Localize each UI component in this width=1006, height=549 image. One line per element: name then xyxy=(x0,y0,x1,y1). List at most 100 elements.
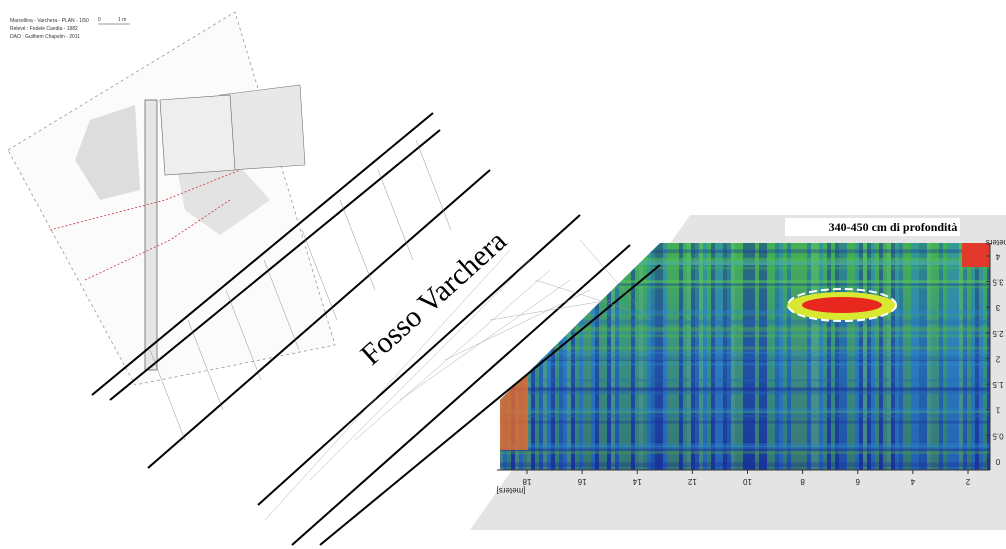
radar-stripe xyxy=(919,243,923,470)
radar-stripe xyxy=(791,243,795,470)
radar-stripe xyxy=(895,243,899,470)
hatch xyxy=(399,279,571,401)
radar-band xyxy=(500,408,990,413)
radar-stripe xyxy=(723,243,727,470)
radar-stripe xyxy=(607,243,611,470)
radar-band xyxy=(500,328,990,332)
radar-stripe xyxy=(839,243,843,470)
radar-stripe xyxy=(615,243,619,470)
radar-stripe xyxy=(815,243,819,470)
radar-stripe xyxy=(883,243,887,470)
radar-band xyxy=(500,314,990,316)
radar-band xyxy=(500,284,990,289)
site-plan: Marcellina - Varchera - PLAN - 1/50 Rele… xyxy=(7,11,336,386)
radar-stripe xyxy=(963,243,967,470)
radar-stripe xyxy=(923,243,927,470)
radar-band xyxy=(500,391,990,394)
river-bank xyxy=(147,169,491,469)
radar-stripe xyxy=(711,243,715,470)
radar-stripe xyxy=(679,243,683,470)
radar-stripe xyxy=(659,243,663,470)
radar-band xyxy=(500,392,990,395)
radar-stripe xyxy=(559,243,563,470)
x-tick-label: 12 xyxy=(687,477,696,486)
y-tick-label: 0.5 xyxy=(992,431,1004,440)
plan-title: Marcellina - Varchera - PLAN - 1/50 xyxy=(10,18,89,24)
radar-stripe xyxy=(567,243,571,470)
radar-stripe xyxy=(907,243,911,470)
river-lines xyxy=(91,112,661,546)
hatch xyxy=(489,299,611,321)
radar-stripe xyxy=(631,243,635,470)
radar-stripe xyxy=(927,243,931,470)
radar-stripe xyxy=(667,243,671,470)
radar-stripe xyxy=(983,243,987,470)
radar-stripe xyxy=(959,243,963,470)
scale-label: 1 m xyxy=(118,17,126,23)
radar-band xyxy=(500,310,990,315)
radar-band xyxy=(500,420,990,424)
radar-stripe xyxy=(635,243,639,470)
radar-stripe xyxy=(611,243,615,470)
radar-stripe xyxy=(671,243,675,470)
radar-stripe xyxy=(779,243,783,470)
hatch xyxy=(301,229,338,321)
y-tick-label: 1 xyxy=(995,406,1000,415)
radar-stripe xyxy=(879,243,883,470)
radar-stripe xyxy=(955,243,959,470)
hatch xyxy=(225,289,262,381)
radar-stripe xyxy=(535,243,539,470)
radar-stripe xyxy=(663,243,667,470)
radar-band xyxy=(500,260,990,266)
radar-stripe xyxy=(595,243,599,470)
radar-stripe xyxy=(767,243,771,470)
y-tick-label: 0 xyxy=(995,457,1000,466)
radar-stripe xyxy=(743,243,747,470)
radar-band xyxy=(500,260,990,266)
radar-stripe xyxy=(771,243,775,470)
radar-stripe xyxy=(603,243,607,470)
radar-stripe xyxy=(587,243,591,470)
x-tick-label: 18 xyxy=(522,477,531,486)
radar-stripe xyxy=(763,243,767,470)
radar-stripe xyxy=(831,243,835,470)
hatch xyxy=(339,199,376,291)
radar-stripe xyxy=(783,243,787,470)
radar-band xyxy=(500,280,990,282)
radar-band xyxy=(500,257,990,260)
y-unit: meters xyxy=(986,238,1006,247)
radar-band xyxy=(500,355,990,360)
river-bank xyxy=(319,264,661,546)
x-tick-label: 6 xyxy=(855,477,860,486)
radar-band xyxy=(500,266,990,270)
radar-stripe xyxy=(755,243,759,470)
radar-stripe xyxy=(687,243,691,470)
radar-stripe xyxy=(651,243,655,470)
radar-band xyxy=(500,450,990,454)
radar-stripe xyxy=(975,243,979,470)
hatch xyxy=(354,269,551,441)
hatch xyxy=(534,279,631,311)
radar-stripe xyxy=(495,243,499,470)
radar-stripe xyxy=(931,243,935,470)
radar-stripe xyxy=(843,243,847,470)
x-unit: [meters] xyxy=(497,486,526,495)
radar-band xyxy=(500,414,990,418)
gpr-title: 340-450 cm di profondità xyxy=(829,220,958,234)
radar-stripe xyxy=(823,243,827,470)
radar-stripe xyxy=(563,243,567,470)
radar-stripe xyxy=(575,243,579,470)
radar-stripe xyxy=(643,243,647,470)
scale-label: 0 xyxy=(98,17,101,23)
radar-band xyxy=(500,387,990,392)
radar-stripe xyxy=(807,243,811,470)
radar-stripe xyxy=(899,243,903,470)
radar-stripe xyxy=(655,243,659,470)
radar-stripe xyxy=(867,243,871,470)
radar-band xyxy=(500,379,990,382)
radar-stripe xyxy=(707,243,711,470)
river-bank xyxy=(291,244,631,546)
radar-band xyxy=(500,334,990,338)
radar-band xyxy=(500,249,990,254)
